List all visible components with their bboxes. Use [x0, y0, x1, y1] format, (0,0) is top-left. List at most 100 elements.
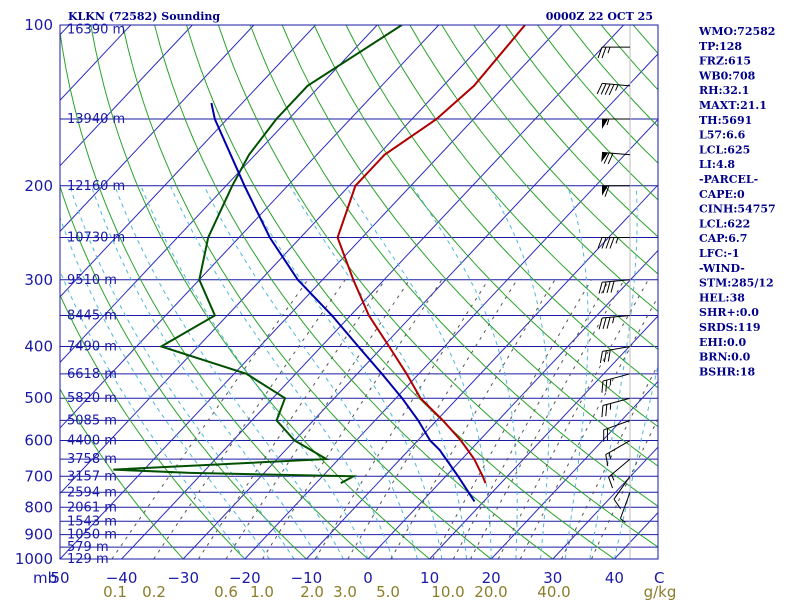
wind-barb-feather	[601, 405, 604, 418]
wind-barb-half-feather	[612, 316, 615, 324]
moist-adiabat-line	[60, 216, 270, 560]
wind-barb-staff	[602, 151, 631, 156]
wind-barb-feather	[598, 282, 603, 294]
temperature-tick-label: −40	[106, 569, 138, 587]
dry-adiabat-line	[377, 25, 658, 351]
wind-barb-feather	[602, 317, 607, 330]
isotherm-line	[306, 184, 658, 560]
mixing-ratio-line	[262, 279, 443, 560]
wind-barb-feather	[609, 237, 615, 249]
moist-adiabat-line	[90, 185, 320, 560]
wind-barb-half-feather	[611, 474, 615, 481]
mixing-ratio-tick-label: 1.0	[250, 583, 274, 600]
isotherm-line	[60, 25, 440, 429]
wind-barb-feather	[605, 237, 611, 249]
temperature-tick-label: −10	[291, 569, 323, 587]
wind-barb	[619, 492, 631, 523]
wind-barb-flag	[601, 152, 609, 163]
isotherm-line	[60, 25, 378, 364]
dry-adiabat-line	[90, 25, 430, 560]
pressure-tick-label: 200	[24, 177, 53, 195]
isotherm-line	[182, 53, 658, 560]
wind-barb	[613, 475, 631, 510]
sounding-index: CAP:6.7	[699, 232, 747, 245]
wind-barb-flag	[602, 119, 608, 130]
wind-barb-feather	[601, 237, 607, 249]
height-tick-label: 1543 m	[67, 514, 117, 529]
sounding-index: LCL:622	[699, 217, 750, 230]
wind-barb-feather	[608, 84, 615, 96]
wind-barb-staff	[602, 82, 631, 87]
mixing-ratio-line	[111, 279, 309, 560]
temperature-tick-label: −30	[167, 569, 199, 587]
mixing-ratio-line	[347, 279, 518, 560]
pressure-tick-label: 600	[24, 432, 53, 450]
wind-barb-half-feather	[615, 84, 619, 91]
sounding-index: BRN:0.0	[699, 351, 751, 364]
mixing-ratio-tick-label: 20.0	[474, 583, 507, 600]
height-tick-label: 129 m	[67, 552, 109, 567]
pressure-unit-label: mb	[33, 569, 57, 587]
sounding-index: BSHR:18	[699, 365, 755, 378]
height-tick-label: 10730 m	[67, 230, 125, 245]
sounding-index: TP:128	[699, 40, 742, 53]
temperature-tick-label: 10	[420, 569, 439, 587]
moist-adiabat-line	[564, 185, 589, 560]
wind-barb	[608, 458, 631, 489]
mixing-ratio-line	[153, 279, 346, 560]
wind-barb-staff	[602, 397, 631, 406]
mixing-ratio-tick-label: 3.0	[333, 583, 357, 600]
wind-barb-feather	[605, 404, 608, 417]
wind-barb-staff	[605, 440, 631, 455]
dry-adiabat-line	[60, 293, 246, 560]
wind-barb-feather	[605, 454, 609, 467]
dry-adiabat-line	[313, 25, 658, 428]
wind-barb-feather	[606, 317, 611, 329]
wind-barb	[596, 82, 631, 96]
moist-adiabat-line	[289, 185, 468, 560]
height-tick-label: 7490 m	[67, 340, 117, 355]
mixing-ratio-line	[314, 279, 489, 560]
wind-barb-feather	[606, 281, 611, 293]
moist-adiabat-line	[169, 185, 394, 560]
mixing-ratio-tick-label: 0.2	[142, 583, 166, 600]
mixing-ratio-tick-label: 40.0	[537, 583, 570, 600]
height-tick-label: 2061 m	[67, 500, 117, 515]
height-tick-label: 1050 m	[67, 528, 117, 543]
height-tick-label: 6618 m	[67, 367, 117, 382]
height-tick-label: 3157 m	[67, 469, 117, 484]
moist-adiabat-line	[242, 185, 443, 560]
sounding-index: -WIND-	[699, 262, 745, 275]
dry-adiabat-line	[60, 387, 184, 560]
sounding-index: MAXT:21.1	[699, 99, 767, 112]
sounding-index: L57:6.6	[699, 129, 746, 142]
height-tick-label: 12160 m	[67, 179, 125, 194]
moist-adiabat-line	[488, 185, 550, 560]
wind-barb-feather	[604, 185, 610, 197]
pressure-tick-label: 100	[24, 16, 53, 34]
temperature-tick-label: 50	[50, 569, 69, 587]
sounding-index: LI:4.8	[699, 158, 735, 171]
dry-adiabat-line	[281, 25, 658, 467]
sounding-index: WMO:72582	[698, 25, 775, 38]
wind-barb-feather	[607, 153, 614, 165]
sounding-index: TH:5691	[699, 114, 752, 127]
sounding-index: SHR+:0.0	[699, 306, 759, 319]
sounding-index: -PARCEL-	[699, 173, 758, 186]
wind-barb-staff	[602, 346, 631, 352]
wind-barb-flag	[602, 185, 608, 196]
moist-adiabat-line	[60, 269, 246, 560]
height-tick-label: 2594 m	[67, 485, 117, 500]
mixing-ratio-unit-label: g/kg	[644, 583, 677, 600]
isotherm-line	[60, 25, 316, 298]
pressure-tick-label: 900	[24, 526, 53, 544]
wind-barb-half-feather	[608, 452, 611, 459]
wind-barb-half-feather	[606, 118, 610, 126]
moist-adiabat-line	[589, 185, 638, 560]
dry-adiabat-line	[122, 25, 492, 560]
temperature-line	[336, 25, 526, 484]
mixing-ratio-line	[432, 279, 592, 560]
sounding-profiles	[113, 25, 526, 502]
wind-barb	[599, 346, 631, 363]
